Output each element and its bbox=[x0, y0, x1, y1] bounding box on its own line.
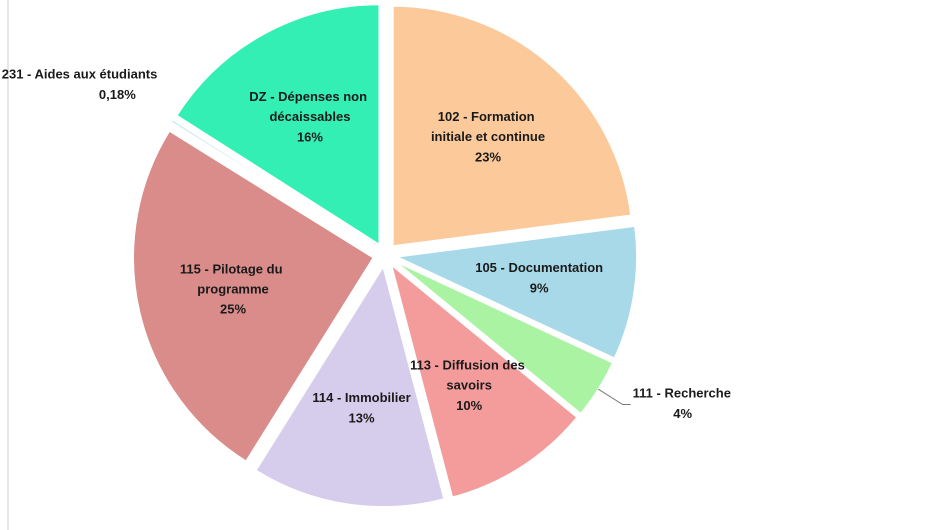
pie-slice bbox=[169, 118, 376, 250]
slice-label: 111 - Recherche bbox=[633, 386, 731, 401]
slice-label: DZ - Dépenses non décaissables bbox=[249, 90, 370, 125]
value-label: 0,18% bbox=[99, 87, 136, 102]
pie-slice bbox=[175, 3, 380, 246]
slice-label: 102 - Formation initiale et continue bbox=[431, 109, 545, 144]
slice-label: 231 - Aides aux étudiants bbox=[2, 67, 158, 82]
slice-label-line: programme bbox=[197, 282, 269, 297]
value-label: 25% bbox=[220, 302, 246, 317]
slice-label-line: DZ - Dépenses non bbox=[249, 90, 370, 105]
value-label: 16% bbox=[297, 130, 323, 145]
slice-label: 113 - Diffusion des savoirs bbox=[410, 358, 528, 393]
pie-slice bbox=[390, 263, 579, 499]
value-label: 10% bbox=[456, 398, 482, 413]
slice-label-line: savoirs bbox=[446, 378, 492, 393]
slice-label: 115 - Pilotage du programme bbox=[180, 262, 286, 297]
slice-label: 114 - Immobilier bbox=[312, 391, 410, 406]
slice-label-line: 105 - Documentation bbox=[475, 260, 603, 275]
value-label: 9% bbox=[530, 280, 549, 295]
pie-slice bbox=[394, 225, 638, 360]
value-label: 13% bbox=[348, 411, 374, 426]
slice-label-line: 114 - Immobilier bbox=[312, 391, 410, 406]
pie-slice bbox=[394, 260, 614, 415]
leader-line bbox=[598, 388, 631, 406]
pie-slice bbox=[392, 5, 632, 247]
slice-label-line: initiale et continue bbox=[431, 129, 545, 144]
slice-label-line: 115 - Pilotage du bbox=[180, 262, 286, 277]
value-label: 23% bbox=[475, 149, 501, 164]
slice-label-line: décaissables bbox=[269, 110, 350, 125]
slice-label-line: 111 - Recherche bbox=[633, 386, 731, 401]
slice-label-line: 113 - Diffusion des bbox=[410, 358, 528, 373]
pie-slice bbox=[254, 264, 446, 508]
slice-label-line: 102 - Formation bbox=[438, 109, 538, 124]
value-label: 4% bbox=[673, 406, 692, 421]
slice-label: 105 - Documentation bbox=[475, 260, 603, 275]
pie-slice bbox=[132, 130, 375, 463]
slice-label-line: 231 - Aides aux étudiants bbox=[2, 67, 158, 82]
